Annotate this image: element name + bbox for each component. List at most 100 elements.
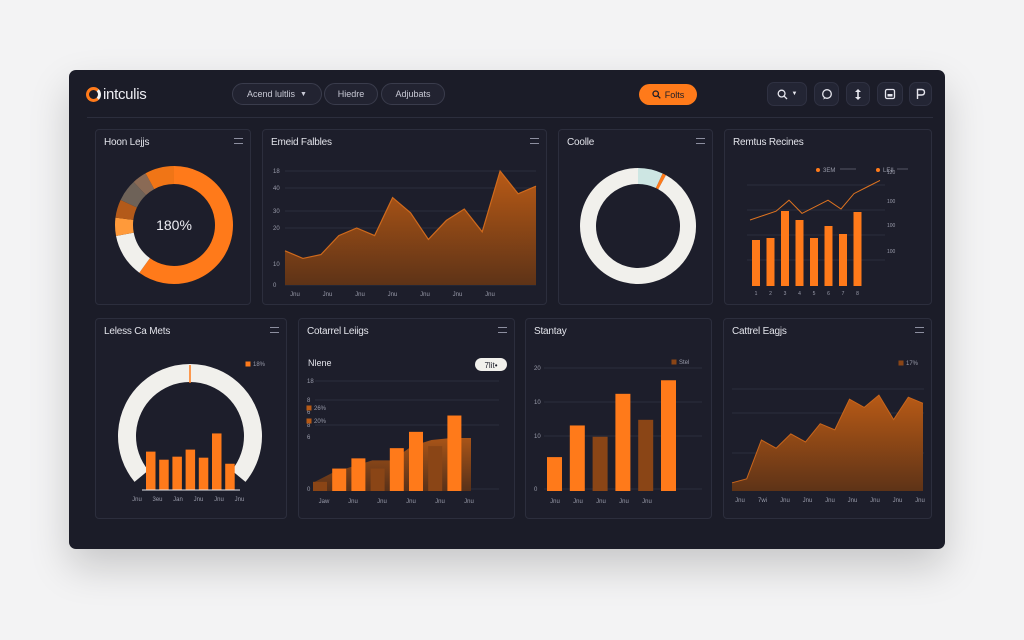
- area-chart: 17% Jnu 7wi Jnu Jnu Jnu Jnu Jnu Jnu Jnu: [731, 360, 925, 504]
- bar: [225, 463, 235, 490]
- y-tick-label: 10: [534, 434, 541, 440]
- bar: [172, 456, 182, 490]
- card-leless-ca-mets: Leless Ca Mets 18% Jnu 3eu Jan Jnu Jnu Jnu: [95, 318, 287, 519]
- y-tick-label: 100: [887, 223, 896, 229]
- bar: [409, 431, 423, 491]
- y-tick-label: 100: [887, 199, 896, 205]
- donut-slice: [115, 199, 138, 221]
- x-tick-label: Jnu: [194, 497, 204, 503]
- legend-swatch: [816, 168, 820, 172]
- card-menu-icon[interactable]: [498, 327, 507, 333]
- card-menu-icon[interactable]: [530, 138, 539, 144]
- bar: [370, 468, 385, 491]
- chevron-down-icon: ▼: [300, 90, 307, 98]
- chat-icon: [821, 89, 832, 100]
- y-tick-label: 10: [534, 400, 541, 406]
- legend-label: 20%: [314, 419, 327, 425]
- sort-button[interactable]: [846, 82, 870, 106]
- sort-icon: [855, 88, 861, 100]
- bar: [447, 415, 462, 491]
- x-tick-label: 5: [813, 291, 816, 297]
- document-icon: [884, 88, 896, 100]
- top-bar: intculis Acend lultlis ▼ Hiedre Adjubats…: [69, 70, 945, 118]
- card-menu-icon[interactable]: [234, 138, 243, 144]
- bar: [428, 446, 443, 491]
- chart-subtitle: Nlene: [308, 358, 332, 368]
- x-tick-label: Jnu: [132, 497, 142, 503]
- filter-select[interactable]: Acend lultlis ▼: [232, 83, 322, 105]
- x-tick-label: Jnu: [235, 497, 245, 503]
- legend-swatch: [306, 418, 312, 424]
- bar: [198, 457, 209, 490]
- x-tick-label: Jnu: [453, 292, 463, 298]
- x-tick-label: Jnu: [780, 498, 790, 504]
- y-tick-label: 0: [307, 487, 311, 493]
- card-title: Cotarrel Leiigs: [307, 326, 369, 337]
- card-hoon-lejjs: Hoon Lejjs 180%: [95, 129, 251, 305]
- bar: [853, 212, 862, 286]
- legend-label: 26%: [314, 406, 327, 412]
- x-tick-label: Jnu: [893, 498, 903, 504]
- y-tick-label: 8: [307, 423, 311, 429]
- x-tick-label: 8: [856, 291, 859, 297]
- bar: [146, 451, 156, 490]
- y-tick-label: 0: [534, 487, 538, 493]
- y-tick-label: 30: [273, 209, 280, 215]
- y-tick-label: 100: [887, 249, 896, 255]
- donut-chart: [580, 168, 696, 284]
- profile-icon: [916, 88, 926, 99]
- brand[interactable]: intculis: [86, 85, 147, 103]
- brand-name: intculis: [103, 85, 147, 103]
- bar: [795, 220, 804, 286]
- x-tick-label: Jnu: [642, 499, 652, 505]
- export-button[interactable]: [877, 82, 903, 106]
- nav-pill-adjubats[interactable]: Adjubats: [381, 83, 445, 105]
- bar: [810, 238, 818, 286]
- search-icon: [777, 89, 787, 99]
- x-tick-label: 7wi: [758, 498, 767, 504]
- brand-logo-icon: [86, 86, 101, 102]
- bar-area-chart: Nlene 7lit• 18 8 6 8 6 0 26% 20% Jaw Jnu Jnu Jnu Jnu…: [306, 358, 507, 505]
- legend-swatch: [245, 361, 251, 367]
- bar: [615, 393, 631, 491]
- x-tick-label: Jnu: [550, 499, 560, 505]
- y-tick-label: 18: [273, 169, 280, 175]
- bar: [839, 234, 847, 286]
- profile-button[interactable]: [909, 82, 932, 106]
- area-fill: [732, 395, 923, 491]
- card-title: Leless Ca Mets: [104, 326, 171, 337]
- search-dropdown-button[interactable]: ▼: [767, 82, 807, 106]
- donut-slice: [116, 232, 151, 273]
- bar: [351, 458, 366, 491]
- donut-slice: [133, 173, 155, 196]
- bar: [332, 468, 347, 491]
- x-tick-label: 4: [798, 291, 801, 297]
- card-menu-icon[interactable]: [915, 327, 924, 333]
- nav-pill-hiedre[interactable]: Hiedre: [324, 83, 378, 105]
- x-tick-label: Jnu: [735, 498, 745, 504]
- donut-slice: [145, 166, 175, 190]
- card-title: Hoon Lejjs: [104, 137, 150, 148]
- card-cotarrel-leiigs: Cotarrel Leiigs Nlene 7lit• 18 8 6 8 6 0 26% 20…: [298, 318, 515, 519]
- filter-button[interactable]: Folts: [639, 84, 697, 105]
- bar: [159, 459, 169, 490]
- x-tick-label: 7: [842, 291, 845, 297]
- x-tick-label: Jaw: [319, 499, 330, 505]
- x-tick-label: 2: [769, 291, 772, 297]
- bar: [766, 238, 775, 286]
- x-tick-label: Jnu: [848, 498, 858, 504]
- legend-label: 18%: [253, 362, 266, 368]
- bar: [824, 226, 833, 286]
- donut-slice: [655, 173, 666, 190]
- x-tick-label: Jnu: [573, 499, 583, 505]
- card-menu-icon[interactable]: [696, 138, 705, 144]
- x-tick-label: Jnu: [915, 498, 925, 504]
- x-tick-label: Jnu: [825, 498, 835, 504]
- badge-label: 7lit•: [484, 361, 497, 370]
- card-title: Coolle: [567, 137, 595, 148]
- chat-button[interactable]: [814, 82, 839, 106]
- card-menu-icon[interactable]: [270, 327, 279, 333]
- card-emeid-falbles: Emeid Falbles 18 40 30 20 10 0 Jnu Jnu Jnu Jnu Jnu…: [262, 129, 547, 305]
- donut-chart: 180%: [115, 166, 233, 284]
- bar: [781, 211, 789, 286]
